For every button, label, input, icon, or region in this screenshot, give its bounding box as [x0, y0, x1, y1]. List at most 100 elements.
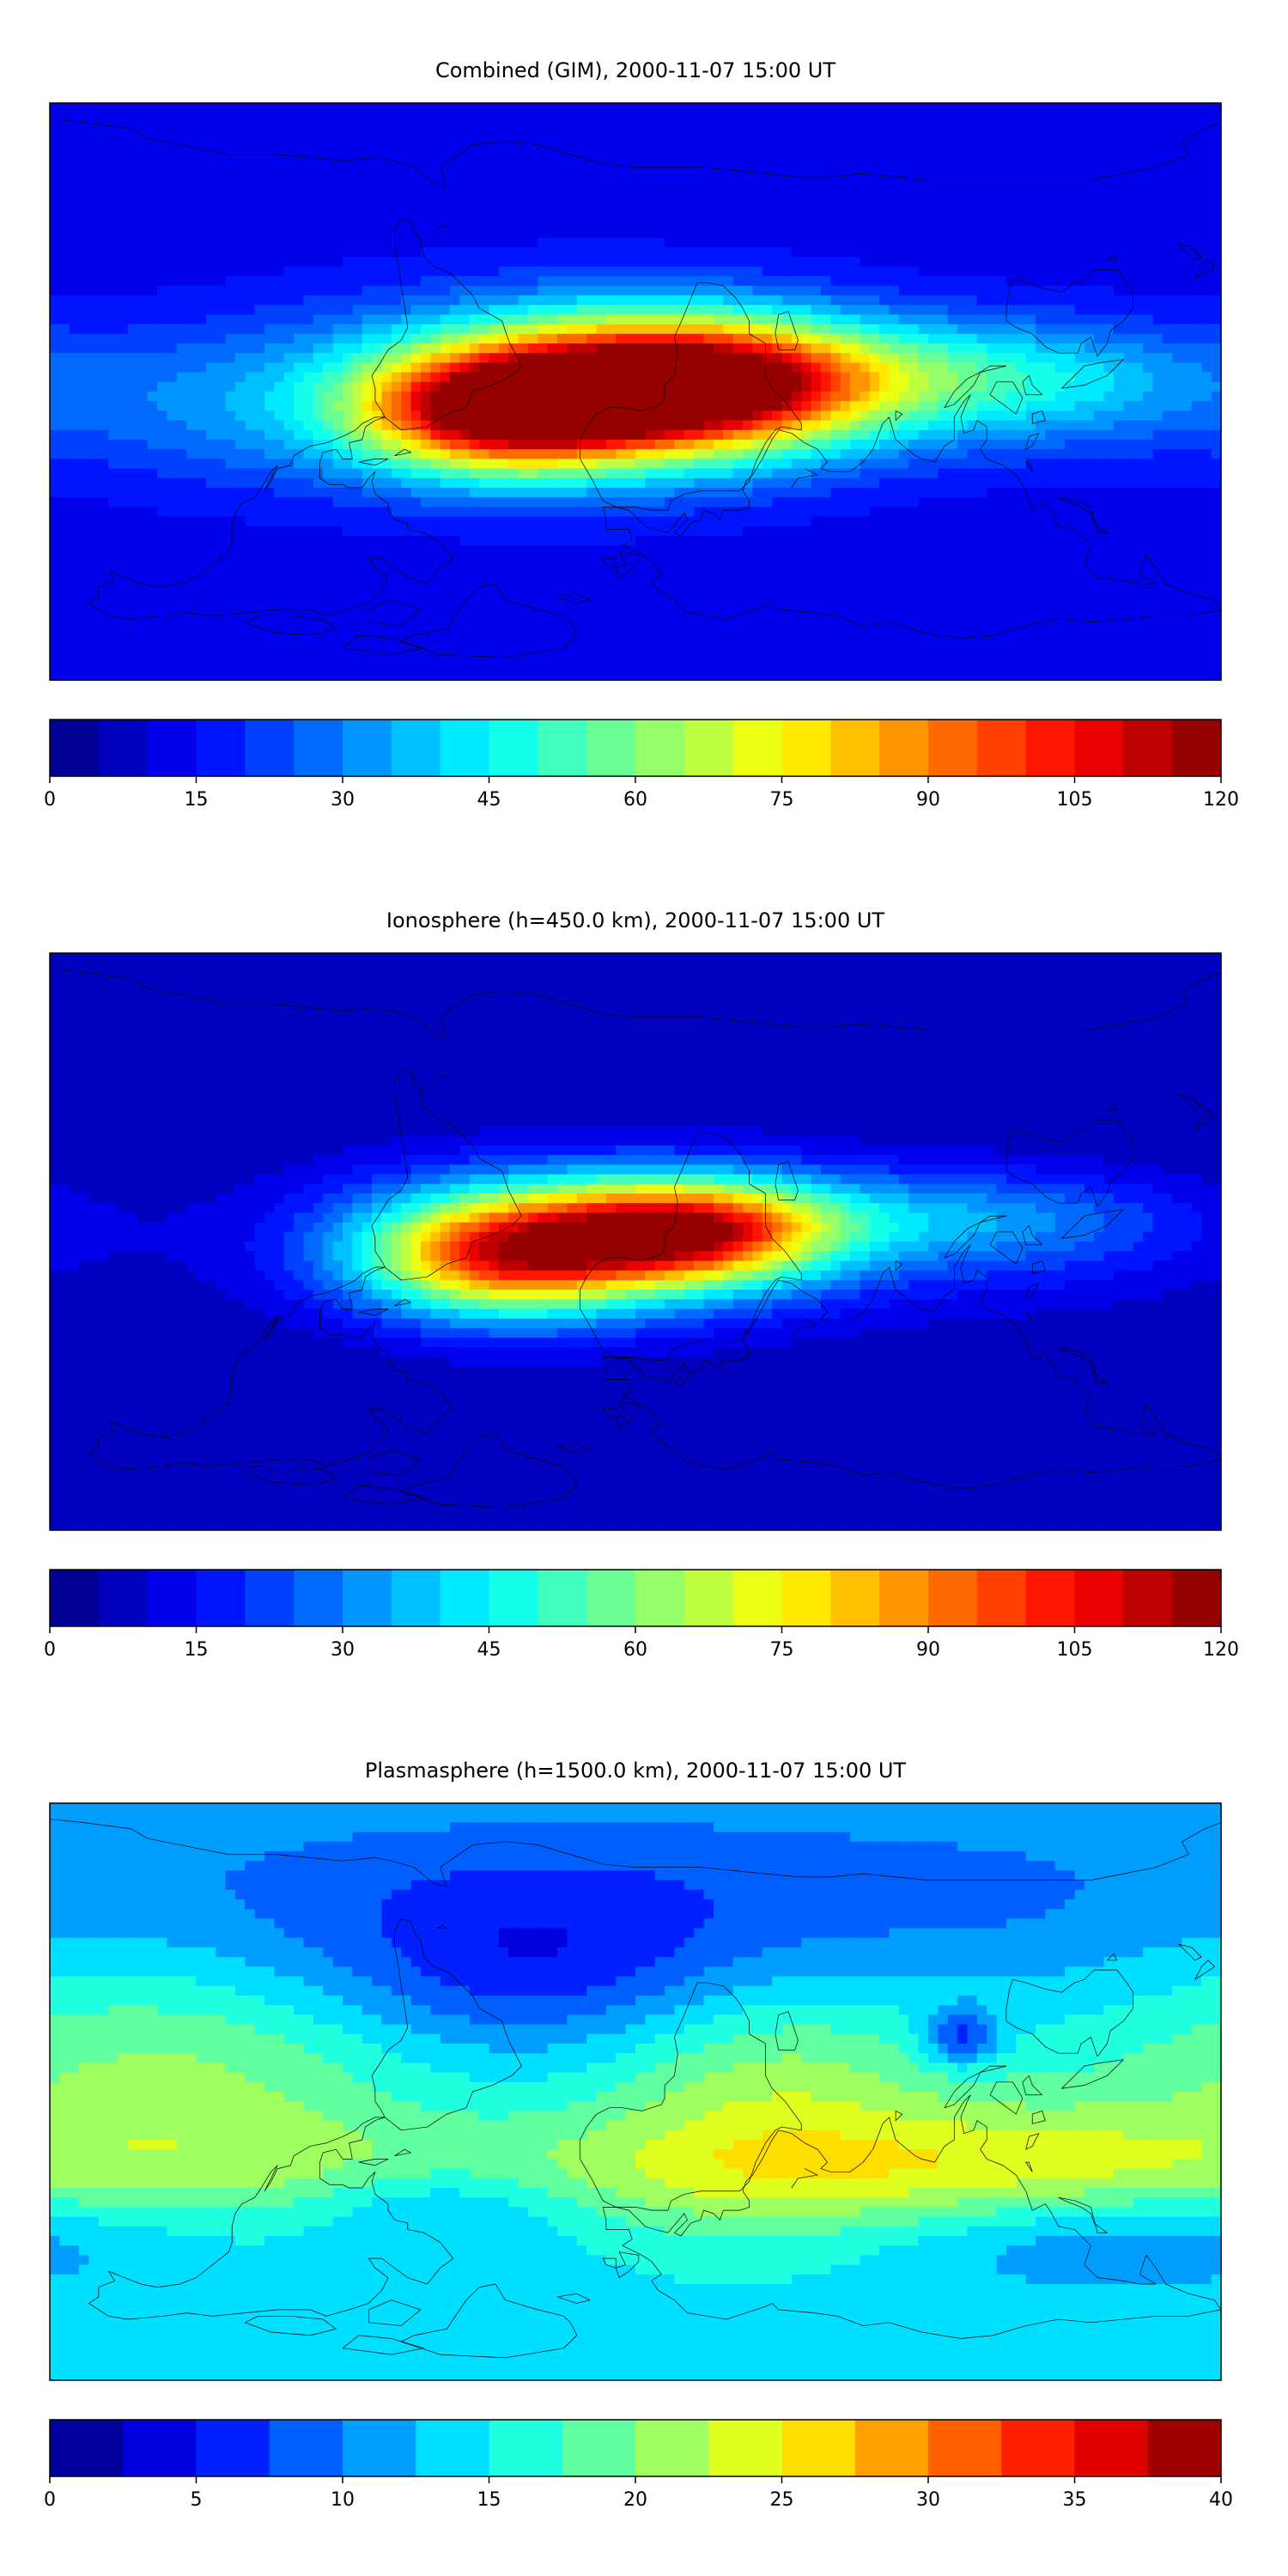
heatmap-cell — [811, 421, 822, 431]
heatmap-cell — [79, 170, 89, 180]
heatmap-cell — [245, 228, 255, 239]
heatmap-cell — [714, 170, 724, 180]
heatmap-cell — [519, 112, 529, 123]
heatmap-cell — [821, 228, 831, 239]
heatmap-cell — [782, 238, 793, 248]
heatmap-cell — [304, 209, 314, 219]
heatmap-cell — [948, 228, 958, 239]
heatmap-cell — [1152, 199, 1163, 210]
heatmap-cell — [1212, 266, 1222, 276]
heatmap-cell — [899, 103, 909, 113]
heatmap-cell — [977, 373, 987, 383]
heatmap-cell — [99, 218, 109, 228]
heatmap-cell — [304, 190, 314, 200]
heatmap-cell — [70, 469, 80, 479]
heatmap-cell — [508, 295, 519, 306]
heatmap-cell — [1123, 334, 1133, 344]
heatmap-cell — [1172, 228, 1182, 239]
heatmap-cell — [79, 440, 89, 450]
heatmap-cell — [948, 286, 958, 296]
heatmap-cell — [333, 334, 343, 344]
heatmap-cell — [99, 373, 109, 383]
heatmap-cell — [264, 410, 275, 421]
heatmap-cell — [401, 469, 411, 479]
heatmap-cell — [792, 373, 802, 383]
heatmap-cell — [274, 209, 284, 219]
heatmap-cell — [128, 151, 138, 161]
heatmap-cell — [1152, 218, 1163, 228]
heatmap-cell — [216, 122, 226, 132]
heatmap-cell — [528, 257, 538, 267]
heatmap-cell — [919, 132, 929, 143]
heatmap-cell — [489, 469, 500, 479]
heatmap-cell — [392, 314, 402, 325]
heatmap-cell — [938, 190, 948, 200]
heatmap-cell — [908, 382, 919, 392]
heatmap-cell — [586, 122, 597, 132]
heatmap-cell — [538, 170, 548, 180]
heatmap-cell — [586, 382, 597, 392]
heatmap-cell — [197, 488, 207, 498]
heatmap-cell — [157, 199, 167, 210]
heatmap-cell — [967, 122, 977, 132]
heatmap-cell — [919, 362, 929, 373]
heatmap-cell — [1163, 257, 1173, 267]
heatmap-cell — [782, 410, 793, 421]
heatmap-cell — [50, 469, 60, 479]
heatmap-cell — [890, 190, 900, 200]
heatmap-cell — [645, 382, 655, 392]
heatmap-cell — [586, 286, 597, 296]
heatmap-cell — [226, 373, 236, 383]
heatmap-cell — [792, 286, 802, 296]
heatmap-cell — [430, 305, 440, 315]
heatmap-cell — [1055, 410, 1066, 421]
heatmap-cell — [274, 180, 284, 191]
heatmap-cell — [216, 314, 226, 325]
heatmap-cell — [1045, 180, 1055, 191]
heatmap-cell — [557, 170, 568, 180]
heatmap-cell — [1026, 151, 1036, 161]
heatmap-cell — [1094, 161, 1104, 171]
heatmap-cell — [577, 353, 587, 363]
heatmap-cell — [548, 353, 558, 363]
heatmap-cell — [704, 410, 714, 421]
heatmap-cell — [313, 218, 324, 228]
heatmap-cell — [499, 132, 509, 143]
heatmap-cell — [1006, 209, 1017, 219]
heatmap-cell — [99, 314, 109, 325]
heatmap-cell — [528, 305, 538, 315]
heatmap-cell — [1036, 401, 1046, 411]
heatmap-cell — [928, 112, 939, 123]
heatmap-cell — [264, 180, 275, 191]
heatmap-cell — [284, 209, 295, 219]
heatmap-cell — [890, 257, 900, 267]
heatmap-cell — [821, 305, 831, 315]
heatmap-cell — [557, 421, 568, 431]
heatmap-cell — [1036, 122, 1046, 132]
heatmap-cell — [957, 459, 968, 469]
heatmap-cell — [665, 305, 675, 315]
heatmap-cell — [626, 142, 636, 152]
heatmap-cell — [1045, 382, 1055, 392]
heatmap-cell — [879, 440, 890, 450]
heatmap-cell — [216, 362, 226, 373]
heatmap-cell — [597, 190, 607, 200]
heatmap-cell — [197, 305, 207, 315]
heatmap-cell — [304, 142, 314, 152]
heatmap-cell — [879, 132, 890, 143]
heatmap-cell — [772, 103, 782, 113]
heatmap-cell — [304, 421, 314, 431]
heatmap-cell — [987, 343, 997, 354]
heatmap-cell — [538, 161, 548, 171]
heatmap-cell — [567, 449, 577, 459]
heatmap-cell — [59, 362, 70, 373]
heatmap-cell — [99, 392, 109, 402]
heatmap-cell — [226, 132, 236, 143]
heatmap-cell — [1123, 449, 1133, 459]
heatmap-cell — [1036, 421, 1046, 431]
heatmap-cell — [694, 421, 704, 431]
heatmap-cell — [362, 353, 373, 363]
heatmap-cell — [264, 488, 275, 498]
heatmap-cell — [1065, 257, 1075, 267]
heatmap-cell — [1065, 305, 1075, 315]
